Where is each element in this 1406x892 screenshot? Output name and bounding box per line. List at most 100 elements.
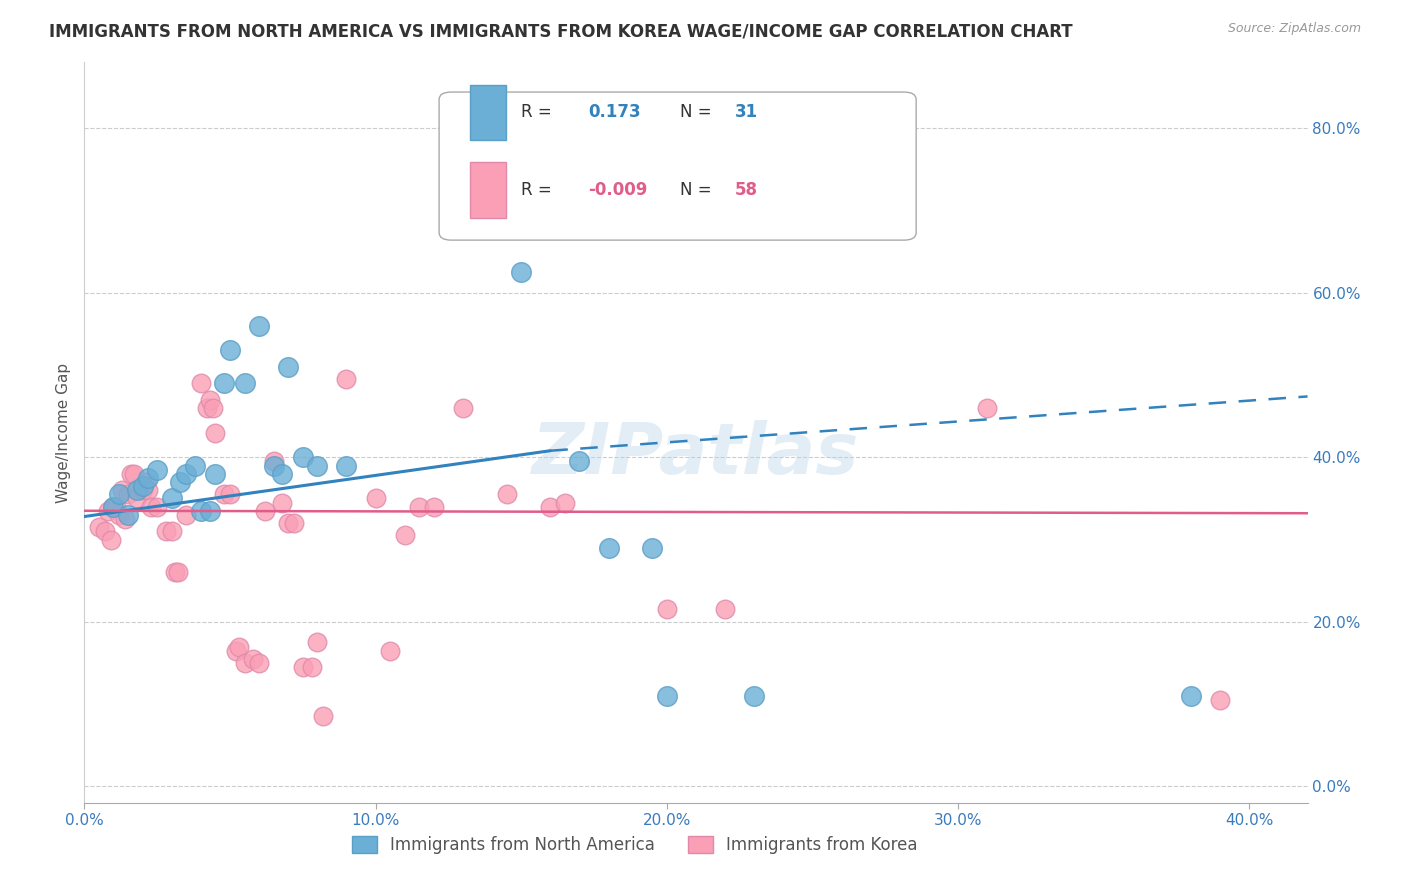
Point [174, 508, 197, 522]
Point [93, 524, 115, 539]
Point [1180, 689, 1202, 703]
Point [271, 495, 294, 509]
Point [976, 401, 998, 415]
Point [554, 495, 576, 509]
Text: N =: N = [681, 181, 711, 199]
Point [301, 660, 323, 674]
Point [233, 376, 256, 391]
Point [160, 491, 183, 506]
Point [307, 458, 329, 473]
Point [714, 602, 737, 616]
Point [198, 504, 221, 518]
Point [225, 643, 247, 657]
Point [538, 500, 561, 514]
Point [263, 458, 285, 473]
Text: N =: N = [681, 103, 711, 121]
Point [163, 566, 186, 580]
Point [655, 689, 678, 703]
Point [160, 524, 183, 539]
Point [655, 602, 678, 616]
Point [312, 709, 335, 723]
Point [201, 401, 224, 415]
Text: 0.173: 0.173 [588, 103, 641, 121]
Point [103, 500, 125, 514]
Point [138, 471, 160, 485]
Point [117, 508, 139, 522]
Text: 58: 58 [735, 181, 758, 199]
Point [184, 458, 207, 473]
Point [271, 467, 294, 481]
Point [117, 487, 139, 501]
Point [423, 500, 446, 514]
Point [510, 265, 533, 279]
Point [87, 520, 110, 534]
Point [131, 483, 153, 498]
Point [641, 541, 664, 555]
Point [335, 458, 357, 473]
Point [138, 483, 160, 498]
FancyBboxPatch shape [439, 92, 917, 240]
Point [742, 689, 765, 703]
Point [146, 500, 169, 514]
Point [204, 467, 226, 481]
Point [131, 479, 153, 493]
Point [155, 524, 177, 539]
Point [198, 392, 221, 407]
Point [169, 475, 191, 489]
Point [307, 635, 329, 649]
Point [204, 425, 226, 440]
Point [174, 467, 197, 481]
Point [108, 487, 131, 501]
Text: R =: R = [522, 103, 551, 121]
Point [242, 652, 264, 666]
Text: IMMIGRANTS FROM NORTH AMERICA VS IMMIGRANTS FROM KOREA WAGE/INCOME GAP CORRELATI: IMMIGRANTS FROM NORTH AMERICA VS IMMIGRA… [49, 22, 1073, 40]
Text: Source: ZipAtlas.com: Source: ZipAtlas.com [1227, 22, 1361, 36]
Point [190, 376, 212, 391]
Point [408, 500, 430, 514]
Point [233, 656, 256, 670]
Text: R =: R = [522, 181, 551, 199]
Point [212, 376, 235, 391]
Point [335, 372, 357, 386]
Text: -0.009: -0.009 [588, 181, 648, 199]
Point [195, 401, 218, 415]
FancyBboxPatch shape [470, 162, 506, 218]
Text: 31: 31 [735, 103, 758, 121]
FancyBboxPatch shape [470, 85, 506, 140]
Point [291, 450, 314, 465]
Point [120, 467, 142, 481]
Point [146, 462, 169, 476]
Point [125, 491, 148, 506]
Point [114, 512, 136, 526]
Point [451, 401, 474, 415]
Point [166, 566, 188, 580]
Point [108, 508, 131, 522]
Point [190, 504, 212, 518]
Text: ZIPatlas: ZIPatlas [533, 420, 859, 490]
Point [219, 343, 242, 358]
Point [277, 359, 299, 374]
Point [212, 487, 235, 501]
Point [1209, 693, 1232, 707]
Point [394, 528, 416, 542]
Point [283, 516, 305, 530]
Point [100, 533, 122, 547]
Point [103, 500, 125, 514]
Point [97, 504, 120, 518]
Point [380, 643, 402, 657]
Point [568, 454, 591, 468]
Point [253, 504, 276, 518]
Point [219, 487, 242, 501]
Legend: Immigrants from North America, Immigrants from Korea: Immigrants from North America, Immigrant… [344, 830, 925, 861]
Point [141, 500, 163, 514]
Point [263, 454, 285, 468]
Point [291, 660, 314, 674]
Point [247, 656, 270, 670]
Point [125, 483, 148, 498]
Point [364, 491, 387, 506]
Point [111, 483, 134, 498]
Point [495, 487, 517, 501]
Point [105, 500, 128, 514]
Point [277, 516, 299, 530]
Point [228, 640, 250, 654]
